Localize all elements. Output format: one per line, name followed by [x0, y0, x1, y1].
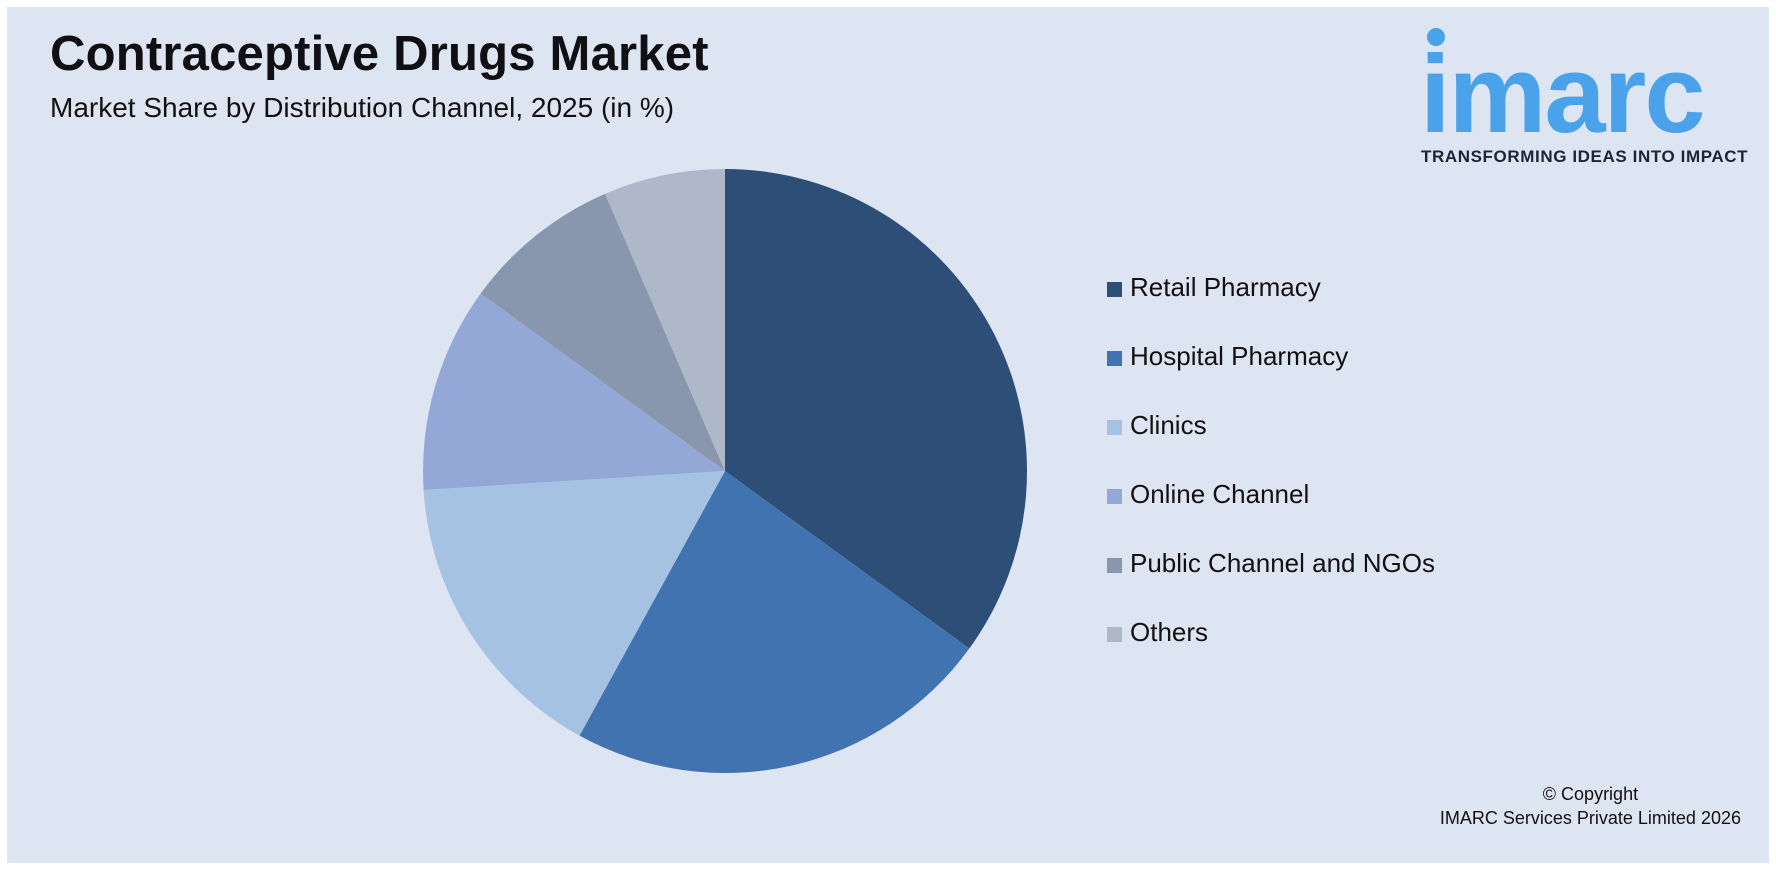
- legend-label: Hospital Pharmacy: [1130, 341, 1349, 371]
- pie-slice-retail-pharmacy: [725, 169, 1027, 649]
- legend-label: Clinics: [1130, 410, 1207, 440]
- pie-slice-others: [605, 169, 725, 471]
- copyright-line-1: © Copyright: [1542, 784, 1639, 804]
- legend-swatch: [1107, 420, 1122, 435]
- copyright-notice: © Copyright IMARC Services Private Limit…: [1440, 782, 1741, 830]
- logo-dot-icon: [1427, 28, 1445, 46]
- chart-subtitle: Market Share by Distribution Channel, 20…: [50, 92, 675, 123]
- legend-swatch: [1107, 282, 1122, 297]
- pie-slice-hospital-pharmacy: [579, 471, 970, 773]
- legend-label: Public Channel and NGOs: [1130, 548, 1435, 578]
- logo-tagline: TRANSFORMING IDEAS INTO IMPACT: [1421, 147, 1749, 166]
- legend-swatch: [1107, 558, 1122, 573]
- copyright-line-2: IMARC Services Private Limited 2026: [1439, 808, 1741, 828]
- legend-swatch: [1107, 489, 1122, 504]
- pie-slice-public-channel-and-ngos: [480, 193, 725, 471]
- pie-slice-online-channel: [423, 293, 725, 490]
- pie-slice-clinics: [423, 471, 725, 736]
- legend-label: Others: [1130, 617, 1209, 647]
- legend-swatch: [1107, 627, 1122, 642]
- logo-wordmark: imarc: [1420, 33, 1706, 156]
- legend-swatch: [1107, 351, 1122, 366]
- chart-title: Contraceptive Drugs Market: [50, 27, 709, 81]
- legend-label: Online Channel: [1130, 479, 1310, 509]
- legend-label: Retail Pharmacy: [1130, 272, 1321, 302]
- imarc-logo: imarc TRANSFORMING IDEAS INTO IMPACT: [1410, 22, 1760, 172]
